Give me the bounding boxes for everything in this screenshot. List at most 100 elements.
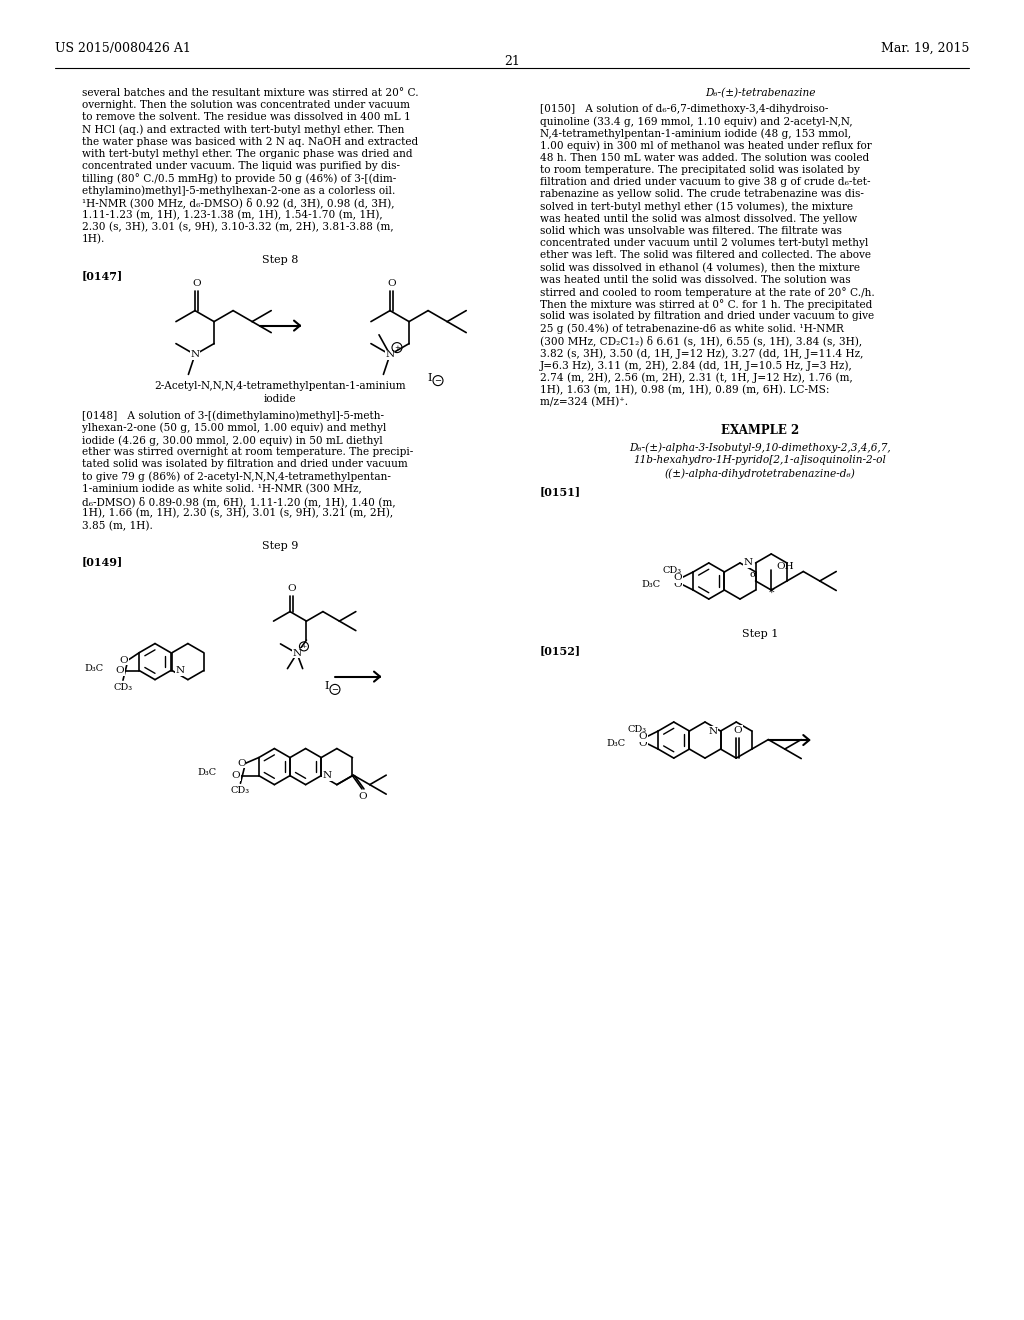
Text: −: − — [434, 376, 441, 385]
Text: solid was dissolved in ethanol (4 volumes), then the mixture: solid was dissolved in ethanol (4 volume… — [540, 263, 860, 273]
Text: overnight. Then the solution was concentrated under vacuum: overnight. Then the solution was concent… — [82, 100, 410, 110]
Text: 1H), 1.66 (m, 1H), 2.30 (s, 3H), 3.01 (s, 9H), 3.21 (m, 2H),: 1H), 1.66 (m, 1H), 2.30 (s, 3H), 3.01 (s… — [82, 508, 393, 519]
Text: +: + — [394, 345, 400, 351]
Text: N: N — [743, 558, 753, 568]
Text: N: N — [385, 350, 394, 359]
Text: CD₃: CD₃ — [114, 684, 132, 692]
Text: Mar. 19, 2015: Mar. 19, 2015 — [881, 42, 969, 55]
Text: N HCl (aq.) and extracted with tert-butyl methyl ether. Then: N HCl (aq.) and extracted with tert-buty… — [82, 124, 404, 135]
Text: N: N — [176, 667, 184, 675]
Text: with tert-butyl methyl ether. The organic phase was dried and: with tert-butyl methyl ether. The organi… — [82, 149, 413, 158]
Text: d₆-DMSO) δ 0.89-0.98 (m, 6H), 1.11-1.20 (m, 1H), 1.40 (m,: d₆-DMSO) δ 0.89-0.98 (m, 6H), 1.11-1.20 … — [82, 496, 395, 507]
Text: −: − — [332, 685, 339, 694]
Text: Step 9: Step 9 — [262, 541, 298, 550]
Text: O: O — [116, 667, 125, 675]
Text: solved in tert-butyl methyl ether (15 volumes), the mixture: solved in tert-butyl methyl ether (15 vo… — [540, 202, 853, 213]
Text: CD₃: CD₃ — [230, 787, 250, 795]
Text: [0147]: [0147] — [82, 271, 123, 281]
Text: [0151]: [0151] — [540, 486, 582, 498]
Text: tilling (80° C./0.5 mmHg) to provide 50 g (46%) of 3-[(dim-: tilling (80° C./0.5 mmHg) to provide 50 … — [82, 173, 396, 185]
Text: m/z=324 (MH)⁺.: m/z=324 (MH)⁺. — [540, 397, 628, 407]
Text: O: O — [231, 771, 240, 780]
Text: N: N — [190, 350, 200, 359]
Text: 1-aminium iodide as white solid. ¹H-NMR (300 MHz,: 1-aminium iodide as white solid. ¹H-NMR … — [82, 484, 361, 494]
Text: CD₃: CD₃ — [663, 566, 681, 576]
Text: rabenazine as yellow solid. The crude tetrabenazine was dis-: rabenazine as yellow solid. The crude te… — [540, 189, 864, 199]
Text: O: O — [358, 792, 368, 801]
Text: N: N — [708, 726, 717, 735]
Text: N,4-tetramethylpentan-1-aminium iodide (48 g, 153 mmol,: N,4-tetramethylpentan-1-aminium iodide (… — [540, 128, 851, 139]
Text: D₃C: D₃C — [198, 768, 217, 776]
Text: ylhexan-2-one (50 g, 15.00 mmol, 1.00 equiv) and methyl: ylhexan-2-one (50 g, 15.00 mmol, 1.00 eq… — [82, 422, 386, 433]
Text: OH: OH — [776, 562, 794, 572]
Text: D₆-(±)-tetrabenazine: D₆-(±)-tetrabenazine — [705, 88, 815, 98]
Text: O: O — [238, 759, 246, 768]
Text: 1.00 equiv) in 300 ml of methanol was heated under reflux for: 1.00 equiv) in 300 ml of methanol was he… — [540, 141, 871, 152]
Text: O: O — [674, 579, 682, 589]
Text: was heated until the solid was almost dissolved. The yellow: was heated until the solid was almost di… — [540, 214, 857, 224]
Text: 2.74 (m, 2H), 2.56 (m, 2H), 2.31 (t, 1H, J=12 Hz), 1.76 (m,: 2.74 (m, 2H), 2.56 (m, 2H), 2.31 (t, 1H,… — [540, 372, 853, 383]
Text: Step 1: Step 1 — [741, 630, 778, 639]
Text: N: N — [293, 649, 301, 657]
Text: to room temperature. The precipitated solid was isolated by: to room temperature. The precipitated so… — [540, 165, 860, 176]
Text: [0148]   A solution of 3-[(dimethylamino)methyl]-5-meth-: [0148] A solution of 3-[(dimethylamino)m… — [82, 411, 384, 421]
Text: ether was left. The solid was filtered and collected. The above: ether was left. The solid was filtered a… — [540, 251, 871, 260]
Text: *: * — [768, 587, 774, 598]
Text: ¹H-NMR (300 MHz, d₆-DMSO) δ 0.92 (d, 3H), 0.98 (d, 3H),: ¹H-NMR (300 MHz, d₆-DMSO) δ 0.92 (d, 3H)… — [82, 198, 394, 209]
Text: D₃C: D₃C — [607, 739, 626, 747]
Text: [0150]   A solution of d₆-6,7-dimethoxy-3,4-dihydroiso-: [0150] A solution of d₆-6,7-dimethoxy-3,… — [540, 104, 828, 114]
Text: 21: 21 — [504, 55, 520, 69]
Text: 25 g (50.4%) of tetrabenazine-d6 as white solid. ¹H-NMR: 25 g (50.4%) of tetrabenazine-d6 as whit… — [540, 323, 844, 334]
Text: I: I — [325, 681, 329, 692]
Text: was heated until the solid was dissolved. The solution was: was heated until the solid was dissolved… — [540, 275, 851, 285]
Text: 1H).: 1H). — [82, 235, 105, 244]
Text: several batches and the resultant mixture was stirred at 20° C.: several batches and the resultant mixtur… — [82, 88, 419, 98]
Text: stirred and cooled to room temperature at the rate of 20° C./h.: stirred and cooled to room temperature a… — [540, 286, 874, 298]
Text: O: O — [638, 739, 647, 748]
Text: filtration and dried under vacuum to give 38 g of crude d₆-tet-: filtration and dried under vacuum to giv… — [540, 177, 870, 187]
Text: +: + — [301, 644, 306, 649]
Text: the water phase was basiced with 2 N aq. NaOH and extracted: the water phase was basiced with 2 N aq.… — [82, 137, 418, 147]
Text: quinoline (33.4 g, 169 mmol, 1.10 equiv) and 2-acetyl-N,N,: quinoline (33.4 g, 169 mmol, 1.10 equiv)… — [540, 116, 853, 127]
Text: D₃C: D₃C — [642, 579, 660, 589]
Text: solid which was unsolvable was filtered. The filtrate was: solid which was unsolvable was filtered.… — [540, 226, 842, 236]
Text: iodide (4.26 g, 30.00 mmol, 2.00 equiv) in 50 mL diethyl: iodide (4.26 g, 30.00 mmol, 2.00 equiv) … — [82, 436, 383, 446]
Text: O: O — [287, 583, 296, 593]
Text: EXAMPLE 2: EXAMPLE 2 — [721, 424, 799, 437]
Text: concentrated under vacuum. The liquid was purified by dis-: concentrated under vacuum. The liquid wa… — [82, 161, 400, 172]
Text: J=6.3 Hz), 3.11 (m, 2H), 2.84 (dd, 1H, J=10.5 Hz, J=3 Hz),: J=6.3 Hz), 3.11 (m, 2H), 2.84 (dd, 1H, J… — [540, 360, 853, 371]
Text: solid was isolated by filtration and dried under vacuum to give: solid was isolated by filtration and dri… — [540, 312, 874, 321]
Text: 2-Acetyl-N,N,N,4-tetramethylpentan-1-aminium: 2-Acetyl-N,N,N,4-tetramethylpentan-1-ami… — [155, 380, 406, 391]
Text: ether was stirred overnight at room temperature. The precipi-: ether was stirred overnight at room temp… — [82, 447, 414, 457]
Text: (300 MHz, CD₂C1₂) δ 6.61 (s, 1H), 6.55 (s, 1H), 3.84 (s, 3H),: (300 MHz, CD₂C1₂) δ 6.61 (s, 1H), 6.55 (… — [540, 335, 862, 347]
Text: CD₃: CD₃ — [627, 726, 646, 734]
Text: tated solid was isolated by filtration and dried under vacuum: tated solid was isolated by filtration a… — [82, 459, 408, 470]
Text: 3.82 (s, 3H), 3.50 (d, 1H, J=12 Hz), 3.27 (dd, 1H, J=11.4 Hz,: 3.82 (s, 3H), 3.50 (d, 1H, J=12 Hz), 3.2… — [540, 348, 863, 359]
Text: 11b-hexahydro-1H-pyrido[2,1-a]isoquinolin-2-ol: 11b-hexahydro-1H-pyrido[2,1-a]isoquinoli… — [634, 455, 887, 465]
Text: D₃C: D₃C — [84, 664, 103, 673]
Text: [0152]: [0152] — [540, 645, 582, 656]
Text: 1.11-1.23 (m, 1H), 1.23-1.38 (m, 1H), 1.54-1.70 (m, 1H),: 1.11-1.23 (m, 1H), 1.23-1.38 (m, 1H), 1.… — [82, 210, 383, 220]
Text: O: O — [674, 573, 682, 582]
Text: ((±)-alpha-dihydrotetrabenazine-d₆): ((±)-alpha-dihydrotetrabenazine-d₆) — [665, 469, 855, 479]
Text: O: O — [120, 656, 128, 665]
Text: 1H), 1.63 (m, 1H), 0.98 (m, 1H), 0.89 (m, 6H). LC-MS:: 1H), 1.63 (m, 1H), 0.98 (m, 1H), 0.89 (m… — [540, 384, 829, 395]
Text: ethylamino)methyl]-5-methylhexan-2-one as a colorless oil.: ethylamino)methyl]-5-methylhexan-2-one a… — [82, 186, 395, 197]
Text: iodide: iodide — [264, 393, 296, 404]
Text: [0149]: [0149] — [82, 557, 123, 568]
Text: US 2015/0080426 A1: US 2015/0080426 A1 — [55, 42, 190, 55]
Text: I: I — [428, 372, 432, 383]
Text: 2.30 (s, 3H), 3.01 (s, 9H), 3.10-3.32 (m, 2H), 3.81-3.88 (m,: 2.30 (s, 3H), 3.01 (s, 9H), 3.10-3.32 (m… — [82, 222, 393, 232]
Text: 3.85 (m, 1H).: 3.85 (m, 1H). — [82, 520, 153, 531]
Text: Then the mixture was stirred at 0° C. for 1 h. The precipitated: Then the mixture was stirred at 0° C. fo… — [540, 300, 872, 310]
Text: concentrated under vacuum until 2 volumes tert-butyl methyl: concentrated under vacuum until 2 volume… — [540, 238, 868, 248]
Text: O: O — [638, 733, 647, 742]
Text: N: N — [323, 771, 332, 780]
Text: to give 79 g (86%) of 2-acetyl-N,N,N,4-tetramethylpentan-: to give 79 g (86%) of 2-acetyl-N,N,N,4-t… — [82, 471, 391, 482]
Text: to remove the solvent. The residue was dissolved in 400 mL 1: to remove the solvent. The residue was d… — [82, 112, 411, 123]
Text: D₆-(±)-alpha-3-Isobutyl-9,10-dimethoxy-2,3,4,6,7,: D₆-(±)-alpha-3-Isobutyl-9,10-dimethoxy-2… — [629, 442, 891, 453]
Text: O: O — [387, 280, 396, 288]
Text: 48 h. Then 150 mL water was added. The solution was cooled: 48 h. Then 150 mL water was added. The s… — [540, 153, 869, 162]
Text: O: O — [193, 280, 201, 288]
Text: Step 8: Step 8 — [262, 255, 298, 264]
